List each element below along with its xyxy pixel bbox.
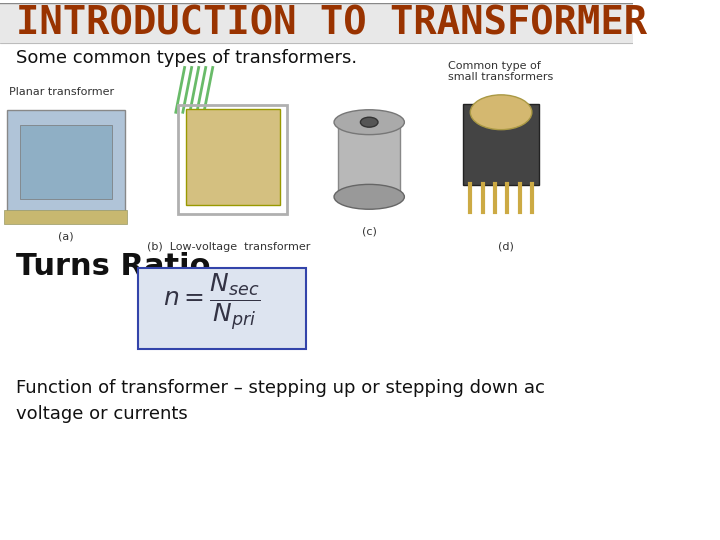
Bar <box>4 210 127 224</box>
Bar <box>338 122 400 197</box>
Text: $n = \dfrac{N_{sec}}{N_{pri}}$: $n = \dfrac{N_{sec}}{N_{pri}}$ <box>163 271 260 332</box>
Text: Planar transformer: Planar transformer <box>9 87 114 97</box>
Text: INTRODUCTION TO TRANSFORMER: INTRODUCTION TO TRANSFORMER <box>16 5 647 43</box>
Text: (b)  Low-voltage  transformer: (b) Low-voltage transformer <box>147 241 310 252</box>
FancyBboxPatch shape <box>138 268 306 349</box>
FancyBboxPatch shape <box>186 109 279 205</box>
Ellipse shape <box>334 184 405 209</box>
Text: Turns Ratio: Turns Ratio <box>16 252 210 281</box>
Text: Some common types of transformers.: Some common types of transformers. <box>16 49 357 66</box>
Bar <box>0 3 633 43</box>
FancyBboxPatch shape <box>7 110 125 214</box>
Ellipse shape <box>470 95 532 130</box>
Text: (d): (d) <box>498 241 513 252</box>
Text: (c): (c) <box>361 227 377 237</box>
FancyBboxPatch shape <box>20 125 112 199</box>
Ellipse shape <box>334 110 405 134</box>
Ellipse shape <box>361 117 378 127</box>
FancyBboxPatch shape <box>463 104 539 185</box>
Text: Function of transformer – stepping up or stepping down ac
voltage or currents: Function of transformer – stepping up or… <box>16 379 545 423</box>
Text: Common type of
small transformers: Common type of small transformers <box>449 61 554 83</box>
Text: (a): (a) <box>58 232 73 241</box>
